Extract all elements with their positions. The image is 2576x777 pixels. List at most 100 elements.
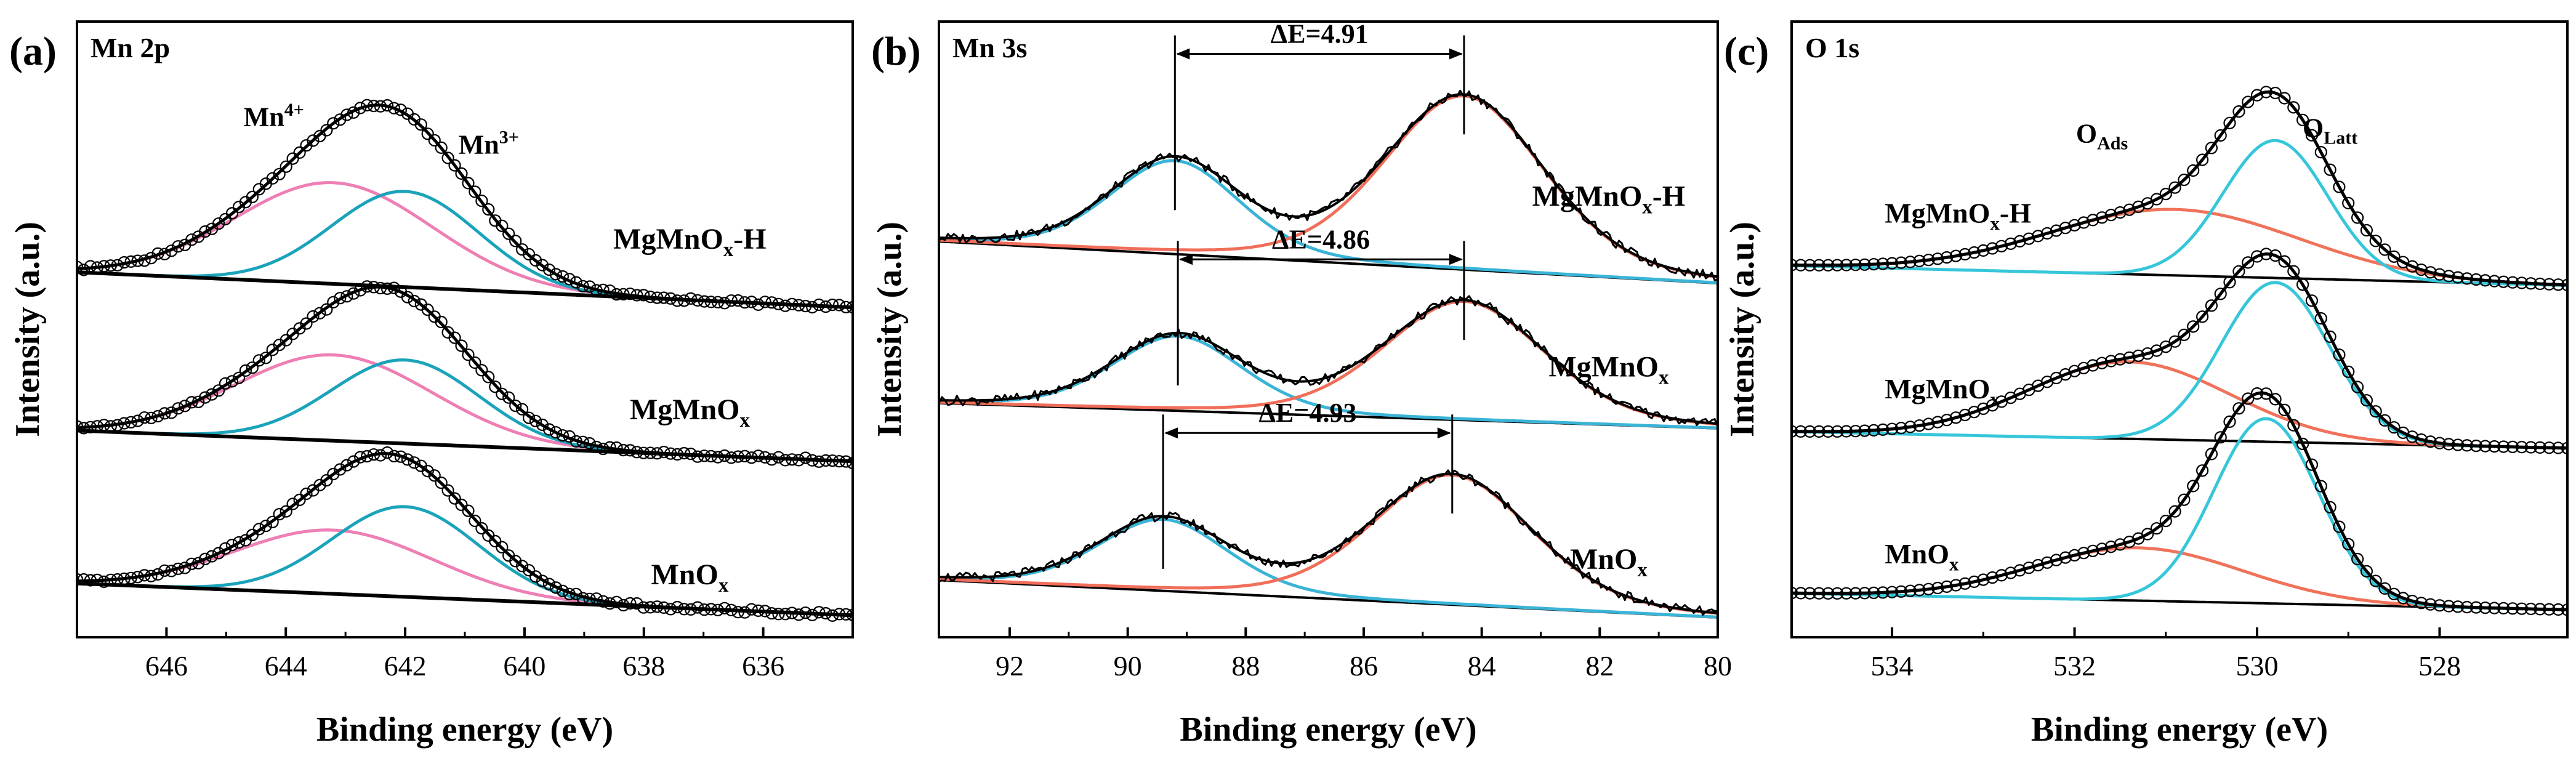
arrow-head bbox=[1449, 254, 1463, 265]
data-point bbox=[2214, 431, 2227, 444]
data-point bbox=[1940, 251, 1954, 264]
sample-label-1: MgMnOx bbox=[1548, 351, 1669, 389]
data-point bbox=[408, 294, 421, 308]
data-point bbox=[165, 406, 178, 419]
data-point bbox=[455, 167, 468, 180]
data-point bbox=[1940, 580, 1954, 594]
data-point bbox=[813, 606, 826, 619]
data-point bbox=[387, 281, 401, 294]
data-point bbox=[2287, 265, 2300, 278]
data-point bbox=[2114, 538, 2127, 551]
data-point bbox=[765, 453, 778, 466]
data-point bbox=[185, 233, 198, 246]
data-point bbox=[347, 287, 360, 300]
data-point bbox=[131, 414, 144, 427]
data-point bbox=[1904, 421, 1917, 433]
data-point bbox=[374, 281, 387, 295]
data-point bbox=[2278, 255, 2291, 268]
data-point bbox=[698, 295, 711, 308]
data-point bbox=[2196, 310, 2209, 323]
panel-label: (c) bbox=[1724, 29, 1769, 74]
fit-envelope-0 bbox=[939, 93, 1718, 278]
data-point bbox=[259, 352, 272, 364]
data-point bbox=[819, 606, 832, 620]
data-point bbox=[1858, 587, 1871, 600]
data-point bbox=[104, 259, 117, 272]
data-point bbox=[2506, 602, 2519, 615]
data-point bbox=[340, 290, 353, 303]
data-point bbox=[536, 418, 549, 432]
data-point bbox=[610, 288, 623, 301]
x-tick-label: 86 bbox=[1350, 650, 1378, 682]
data-point bbox=[482, 371, 495, 384]
data-point bbox=[192, 557, 205, 570]
data-point bbox=[637, 601, 650, 614]
data-point bbox=[2232, 265, 2245, 278]
data-point bbox=[563, 273, 576, 286]
data-point bbox=[138, 411, 151, 424]
data-point bbox=[2223, 415, 2236, 429]
data-point bbox=[1840, 259, 1853, 272]
data-point bbox=[118, 256, 131, 269]
data-point bbox=[1995, 569, 2008, 582]
data-point bbox=[111, 419, 124, 432]
data-point bbox=[2050, 554, 2063, 566]
region-label: Mn 2p bbox=[91, 32, 170, 63]
data-point bbox=[684, 292, 698, 305]
peak-label: OLatt bbox=[2303, 113, 2357, 148]
data-point bbox=[792, 454, 805, 467]
sample-label-0: MgMnOx-H bbox=[1532, 180, 1685, 219]
data-point bbox=[2187, 480, 2200, 493]
peak-label: Mn3+ bbox=[459, 127, 519, 160]
data-point bbox=[145, 252, 158, 265]
data-point bbox=[84, 260, 97, 273]
data-point bbox=[2087, 544, 2099, 557]
y-axis-title: Intensity (a.u.) bbox=[1723, 222, 1761, 437]
data-point bbox=[2214, 288, 2227, 300]
data-point bbox=[806, 608, 819, 622]
data-point bbox=[677, 603, 691, 616]
data-point bbox=[658, 445, 670, 459]
data-point bbox=[124, 571, 137, 584]
data-point bbox=[2433, 437, 2446, 449]
data-point bbox=[300, 317, 313, 330]
data-point bbox=[2296, 113, 2309, 126]
data-point bbox=[2250, 387, 2264, 400]
data-point bbox=[475, 195, 488, 207]
data-point bbox=[637, 289, 650, 302]
data-point bbox=[165, 565, 178, 578]
data-point bbox=[2095, 211, 2109, 224]
data-point bbox=[2534, 277, 2546, 291]
data-point bbox=[179, 400, 191, 413]
data-point bbox=[448, 159, 461, 172]
data-point bbox=[826, 299, 839, 312]
data-point bbox=[97, 260, 110, 273]
data-point bbox=[2534, 603, 2546, 616]
data-point bbox=[792, 608, 805, 621]
data-point bbox=[2087, 214, 2099, 227]
data-point bbox=[2242, 95, 2255, 108]
data-point bbox=[2369, 574, 2382, 587]
arrow-head bbox=[1179, 254, 1193, 265]
data-point bbox=[428, 469, 441, 482]
data-point bbox=[1977, 573, 1990, 586]
data-point bbox=[2242, 392, 2255, 405]
data-point bbox=[1803, 425, 1816, 438]
data-point bbox=[212, 217, 225, 230]
data-point bbox=[2369, 235, 2382, 248]
data-point bbox=[1894, 256, 1907, 269]
delta-e-label: ΔE=4.91 bbox=[1271, 19, 1369, 49]
data-point bbox=[1922, 254, 1935, 267]
data-point bbox=[664, 603, 677, 616]
data-point bbox=[698, 603, 711, 616]
data-point bbox=[698, 449, 711, 462]
data-point bbox=[2205, 299, 2218, 312]
data-point bbox=[549, 426, 563, 439]
data-point bbox=[435, 476, 448, 489]
panel-b: ΔE=4.91 MgMnOx-H ΔE=4.86 MgMnOx ΔE=4.93 MnOx 9… bbox=[871, 19, 1732, 749]
o-latt-peak-0 bbox=[1792, 139, 2567, 288]
data-point bbox=[1968, 246, 1981, 259]
data-point bbox=[2013, 564, 2026, 577]
data-point bbox=[846, 457, 853, 470]
data-point bbox=[151, 247, 164, 260]
